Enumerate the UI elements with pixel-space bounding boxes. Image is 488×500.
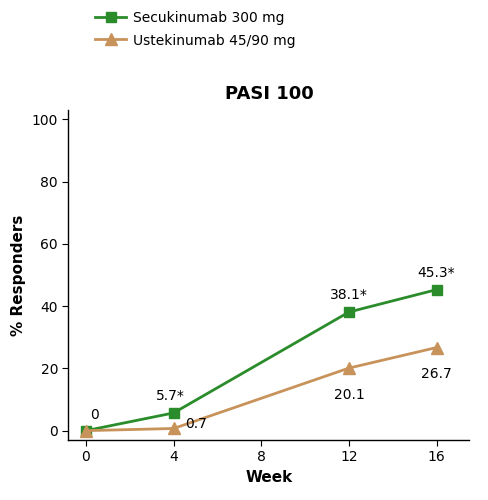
Text: 5.7*: 5.7* xyxy=(156,389,185,403)
Text: 0.7: 0.7 xyxy=(184,418,206,432)
Text: 0: 0 xyxy=(90,408,99,422)
Title: PASI 100: PASI 100 xyxy=(224,85,313,103)
Y-axis label: % Responders: % Responders xyxy=(11,214,26,336)
Legend: Secukinumab 300 mg, Ustekinumab 45/90 mg: Secukinumab 300 mg, Ustekinumab 45/90 mg xyxy=(95,12,295,48)
Text: 26.7: 26.7 xyxy=(420,367,451,381)
Text: 20.1: 20.1 xyxy=(333,388,364,402)
Text: 38.1*: 38.1* xyxy=(329,288,367,302)
X-axis label: Week: Week xyxy=(245,470,292,485)
Text: 45.3*: 45.3* xyxy=(417,266,454,280)
